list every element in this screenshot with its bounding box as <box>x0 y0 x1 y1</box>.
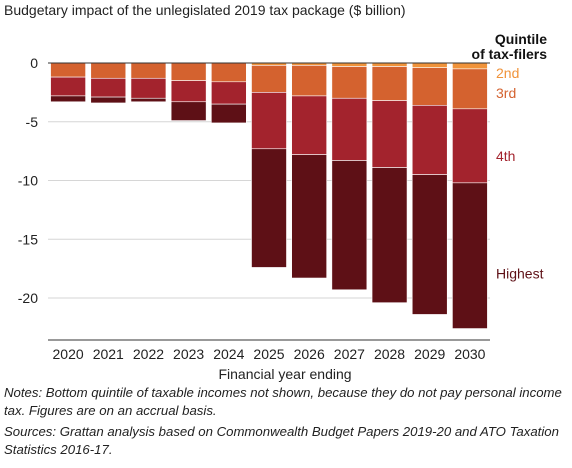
bar-segment-4th <box>170 80 207 103</box>
x-tick-label: 2029 <box>414 346 445 362</box>
bar-segment-3rd <box>90 62 127 79</box>
x-tick-label: 2020 <box>53 346 84 362</box>
chart-title: Budgetary impact of the unlegislated 201… <box>4 2 406 18</box>
y-tick-label: -15 <box>18 231 38 247</box>
x-tick-label: 2022 <box>133 346 164 362</box>
legend-title-line1: Quintile <box>495 31 547 47</box>
x-tick-label: 2028 <box>374 346 405 362</box>
bar-segment-4th <box>331 97 368 161</box>
x-tick-label: 2026 <box>294 346 325 362</box>
bar-segment-4th <box>452 108 488 184</box>
bar-segment-3rd <box>170 62 207 81</box>
notes-block: Notes: Bottom quintile of taxable income… <box>4 384 568 462</box>
x-tick-label: 2030 <box>454 346 485 362</box>
bar-segment-highest <box>211 103 247 124</box>
x-tick-label: 2024 <box>213 346 244 362</box>
y-tick-label: 0 <box>30 55 38 71</box>
notes-text: Notes: Bottom quintile of taxable income… <box>4 385 562 418</box>
bar-segment-3rd <box>411 67 448 106</box>
bar-segment-highest <box>251 148 287 268</box>
bar-segment-highest <box>331 160 368 291</box>
bar-segment-highest <box>50 95 86 103</box>
bar-area <box>50 62 488 329</box>
bar-segment-highest <box>130 97 167 103</box>
bar-segment-4th <box>291 95 327 155</box>
bar-segment-4th <box>251 92 287 150</box>
x-tick-label: 2023 <box>173 346 204 362</box>
x-axis-label: Financial year ending <box>218 366 351 382</box>
axes: 0 -5 -10 -15 -20 2020 2021 2022 2023 2024 2025 2026… <box>18 55 490 362</box>
bar-segment-4th <box>90 77 127 98</box>
bar-segment-3rd <box>251 65 287 93</box>
bar-segment-3rd <box>50 62 86 78</box>
legend: Quintile of tax-filers 2nd 3rd 4th Highest <box>472 31 548 282</box>
bar-segment-2nd <box>452 62 488 70</box>
bar-segment-highest <box>170 101 207 121</box>
y-tick-label: -5 <box>26 114 39 130</box>
y-tick-label: -20 <box>18 290 38 306</box>
legend-label-4th: 4th <box>496 148 515 164</box>
bar-segment-3rd <box>211 62 247 83</box>
bar-segment-2nd <box>371 62 408 67</box>
legend-label-3rd: 3rd <box>496 85 516 101</box>
bar-segment-4th <box>411 105 448 175</box>
bar-segment-3rd <box>291 65 327 97</box>
x-tick-label: 2025 <box>253 346 284 362</box>
bar-segment-4th <box>130 77 167 99</box>
legend-title-line2: of tax-filers <box>472 46 548 62</box>
legend-label-2nd: 2nd <box>496 65 519 81</box>
stacked-bar-chart: 0 -5 -10 -15 -20 2020 2021 2022 2023 2024 2025 2026… <box>18 31 548 382</box>
sources-text: Sources: Grattan analysis based on Commo… <box>4 424 559 457</box>
bar-segment-highest <box>371 167 408 303</box>
bar-segment-2nd <box>331 62 368 67</box>
y-tick-label: -10 <box>18 173 38 189</box>
bar-segment-3rd <box>130 62 167 79</box>
bar-segment-highest <box>452 182 488 329</box>
bar-segment-highest <box>90 96 127 104</box>
bar-segment-highest <box>411 174 448 315</box>
bar-segment-3rd <box>371 66 408 101</box>
legend-label-highest: Highest <box>496 266 544 282</box>
x-tick-label: 2021 <box>93 346 124 362</box>
bar-segment-4th <box>50 76 86 97</box>
bar-segment-3rd <box>452 68 488 110</box>
bar-segment-3rd <box>331 66 368 99</box>
bar-segment-4th <box>211 81 247 105</box>
bar-segment-2nd <box>411 62 448 68</box>
bar-segment-highest <box>291 154 327 279</box>
x-tick-label: 2027 <box>334 346 365 362</box>
bar-segment-4th <box>371 100 408 168</box>
